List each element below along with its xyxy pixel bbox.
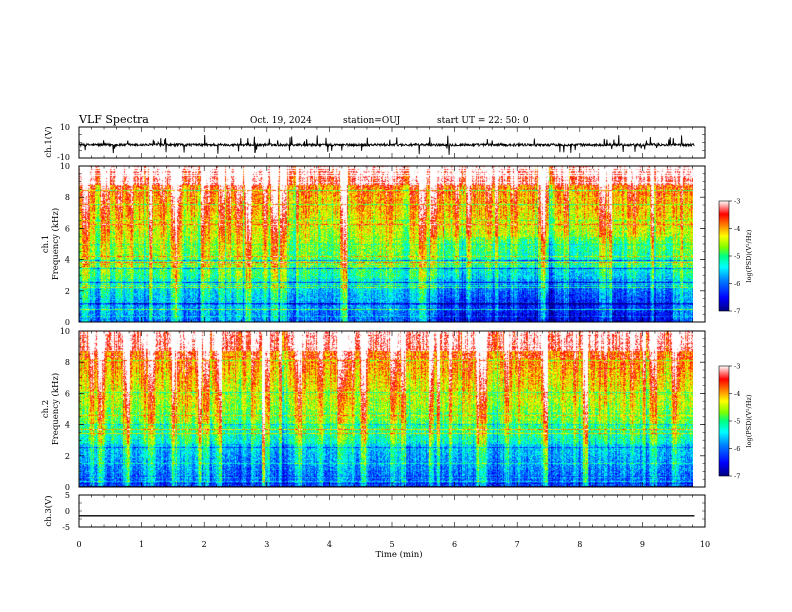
ch1-spec-ylabel-line2: Frequency (kHz) (50, 208, 61, 280)
ch1-colorbar-label: log(PSD)(V²/Hz) (745, 229, 753, 282)
y-tick-label: 8 (65, 193, 70, 202)
colorbar-tick-label: -6 (734, 280, 740, 288)
y-tick-label: 0 (65, 318, 70, 327)
colorbar-tick-label: -6 (734, 445, 740, 453)
x-tick-label: 9 (640, 540, 645, 549)
ch1-ytick-top: 10 (60, 123, 70, 132)
y-tick-label: 2 (65, 287, 70, 296)
ch2-spec-ylabel-line2: Frequency (kHz) (50, 373, 61, 445)
y-tick-label: 8 (65, 358, 70, 367)
y-tick-label: 4 (65, 256, 70, 265)
y-tick-label: 4 (65, 421, 70, 430)
ch2-spectrogram-image (79, 331, 693, 487)
ch1-colorbar (718, 200, 730, 312)
x-tick-label: 10 (700, 540, 710, 549)
x-axis-label: Time (min) (375, 549, 422, 560)
colorbar-tick-label: -4 (734, 225, 740, 233)
x-tick-label: 6 (452, 540, 457, 549)
x-tick-label: 2 (202, 540, 207, 549)
colorbar-tick-label: -7 (734, 473, 740, 481)
ch1-spectrogram-image (79, 166, 693, 322)
ch3-ylabel: ch.3(V) (43, 495, 54, 526)
colorbar-tick-label: -7 (734, 308, 740, 316)
x-tick-label: 4 (327, 540, 332, 549)
x-tick-label: 7 (515, 540, 520, 549)
ch1-spec-ylabel-line1: ch.1 (41, 235, 51, 253)
x-axis-ticks: 0 1 2 3 4 5 6 7 8 9 10 (76, 127, 710, 549)
y-tick-label: 10 (60, 327, 70, 336)
x-tick-label: 5 (389, 540, 394, 549)
x-tick-label: 8 (577, 540, 582, 549)
ch2-colorbar-label: log(PSD)(V²/Hz) (745, 394, 753, 447)
colorbar-tick-label: -5 (734, 418, 740, 426)
y-tick-label: 10 (60, 162, 70, 171)
ch3-ytick-mid: 0 (65, 507, 70, 516)
ch1-waveform-panel: 10 -10 ch.1(V) (43, 123, 706, 162)
figure-title: VLF Spectra (78, 113, 149, 126)
start-time-label: start UT = 22: 50: 0 (437, 116, 529, 126)
y-tick-label: 0 (65, 483, 70, 492)
x-tick-label: 1 (139, 540, 144, 549)
ch1-ytick-bottom: -10 (57, 153, 70, 162)
colorbar-tick-label: -5 (734, 253, 740, 261)
date-label: Oct. 19, 2024 (250, 116, 312, 126)
ch2-spec-ylabel-line1: ch.2 (41, 400, 51, 418)
colorbar-tick-label: -3 (734, 198, 740, 206)
y-tick-label: 2 (65, 452, 70, 461)
x-tick-label: 3 (264, 540, 269, 549)
ch2-colorbar (718, 365, 730, 477)
y-tick-label: 6 (65, 224, 70, 233)
y-tick-label: 6 (65, 389, 70, 398)
ch3-ytick-bottom: -5 (62, 523, 70, 532)
colorbar-tick-label: -4 (734, 390, 740, 398)
colorbar-tick-label: -3 (734, 363, 740, 371)
ch3-ytick-top: 5 (65, 491, 70, 500)
ch1-ylabel: ch.1(V) (43, 126, 54, 157)
station-label: station=OUJ (343, 116, 401, 126)
x-tick-label: 0 (76, 540, 81, 549)
ch3-waveform-panel: 5 0 -5 ch.3(V) (43, 491, 706, 532)
ch1-waveform-line (78, 134, 695, 155)
